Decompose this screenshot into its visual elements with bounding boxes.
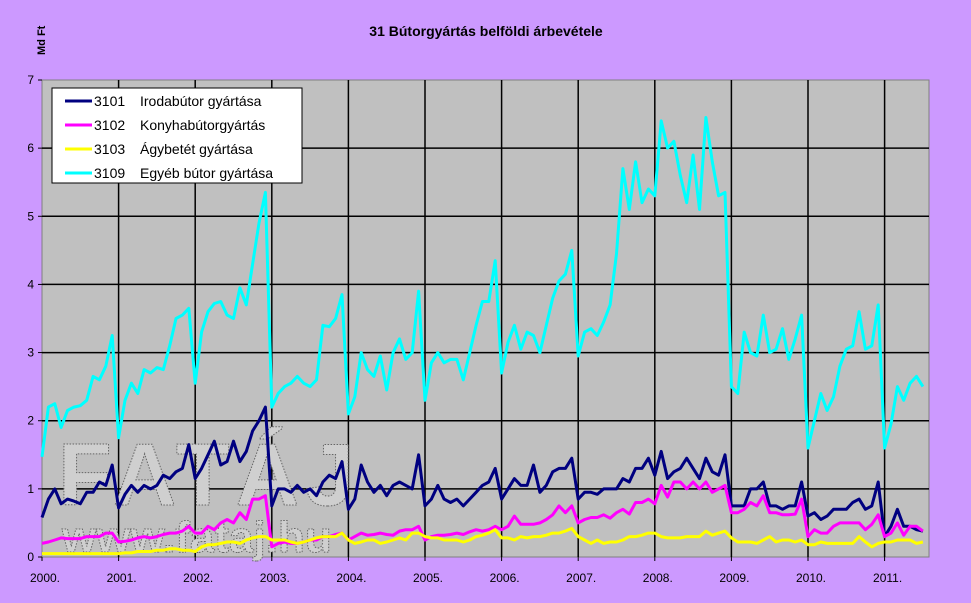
x-tick-label: 2004. — [336, 571, 366, 585]
y-tick-label: 7 — [27, 73, 34, 87]
legend-label: Irodabútor gyártása — [140, 93, 262, 109]
series-line-3103 — [42, 526, 924, 556]
x-tick-label: 2011. — [873, 571, 902, 585]
legend-box — [51, 87, 303, 184]
x-tick-label: 2007. — [566, 571, 596, 585]
y-tick-label: 4 — [27, 277, 34, 291]
legend-code: 3103 — [94, 141, 125, 157]
x-tick-label: 2006. — [490, 571, 520, 585]
chart-title: 31 Bútorgyártás belföldi árbevétele — [369, 23, 603, 39]
x-tick-label: 2002. — [183, 571, 213, 585]
svg-text:FATÁJ: FATÁJ — [58, 425, 360, 524]
y-tick-label: 2 — [27, 414, 34, 428]
y-axis-label: Md Ft — [36, 25, 48, 55]
legend: 3101 Irodabútor gyártása 3102 Konyhabútorgy… — [51, 87, 303, 184]
x-tick-label: 2003. — [260, 571, 290, 585]
x-tick-label: 2001. — [107, 571, 137, 585]
y-tick-label: 1 — [27, 482, 34, 496]
legend-code: 3101 — [94, 93, 125, 109]
x-tick-label: 2000. — [30, 571, 60, 585]
x-tick-label: 2010. — [796, 571, 826, 585]
legend-code: 3102 — [94, 117, 125, 133]
series-line-3101 — [40, 405, 924, 539]
x-tick-label: 2005. — [413, 571, 443, 585]
series-lines — [40, 116, 925, 556]
series-line-3109 — [40, 116, 925, 457]
series-line-3102 — [41, 480, 924, 549]
x-tick-label: 2008. — [643, 571, 673, 585]
legend-label: Ágybetét gyártása — [140, 141, 253, 157]
watermark-logo: FATÁJ www.fataj.hu — [58, 425, 360, 563]
legend-label: Egyéb bútor gyártása — [140, 165, 273, 181]
y-tick-label: 3 — [27, 346, 34, 360]
axis-ticks: 0 1 2 3 4 5 6 7 2000. 2001. 2002. 2003. 2004. 2005. 20… — [27, 73, 902, 585]
y-tick-label: 5 — [27, 209, 34, 223]
x-tick-label: 2009. — [719, 571, 749, 585]
legend-code: 3109 — [94, 165, 125, 181]
legend-label: Konyhabútorgyártás — [140, 117, 265, 133]
y-tick-label: 6 — [27, 141, 34, 155]
y-tick-label: 0 — [27, 550, 34, 564]
